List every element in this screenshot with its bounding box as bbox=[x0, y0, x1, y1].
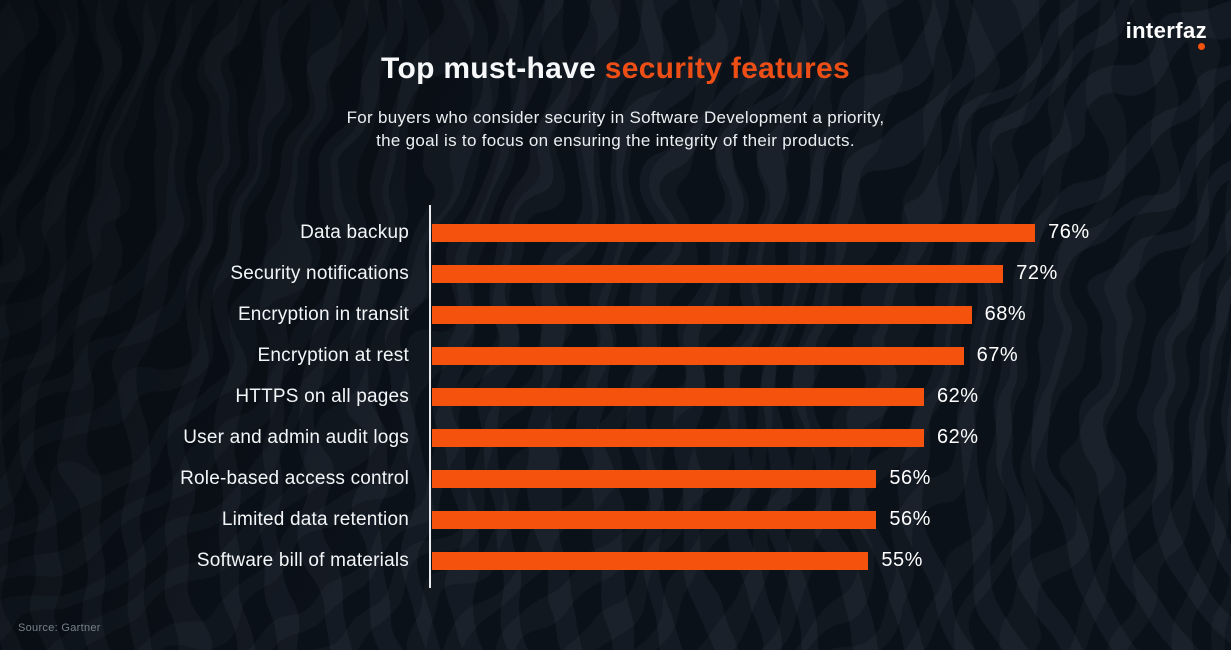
bar bbox=[432, 428, 924, 447]
bar-row: Role-based access control 56% bbox=[0, 458, 1231, 499]
bar bbox=[432, 346, 964, 365]
bar-row: Encryption in transit 68% bbox=[0, 294, 1231, 335]
bar-value: 55% bbox=[881, 549, 923, 571]
bar-value: 56% bbox=[889, 508, 931, 530]
bar-label: Encryption at rest bbox=[257, 344, 409, 366]
bar-track: 62% bbox=[432, 376, 1231, 417]
bar-track: 72% bbox=[432, 253, 1231, 294]
y-axis-line bbox=[429, 205, 431, 588]
bar-value: 56% bbox=[889, 467, 931, 489]
bar-track: 56% bbox=[432, 458, 1231, 499]
bar-rows: Data backup 76% Security notifications 7… bbox=[0, 212, 1231, 581]
subtitle-line-1: For buyers who consider security in Soft… bbox=[346, 108, 885, 127]
bar-row: Limited data retention 56% bbox=[0, 499, 1231, 540]
bar-value: 68% bbox=[984, 303, 1027, 325]
bar-value: 72% bbox=[1016, 262, 1058, 284]
bar-row: Software bill of materials 55% bbox=[0, 540, 1231, 581]
bar-row: HTTPS on all pages 62% bbox=[0, 376, 1231, 417]
bar-row: Security notifications 72% bbox=[0, 253, 1231, 294]
source-note: Source: Gartner bbox=[18, 622, 101, 634]
bar-row: Data backup 76% bbox=[0, 212, 1231, 253]
bar-label: HTTPS on all pages bbox=[235, 385, 409, 407]
bar bbox=[432, 305, 972, 324]
bar-row: User and admin audit logs 62% bbox=[0, 417, 1231, 458]
bar-label: Encryption in transit bbox=[237, 303, 409, 325]
brand-logo-text: interfaz bbox=[1125, 18, 1207, 43]
bar-track: 76% bbox=[432, 212, 1231, 253]
bar bbox=[432, 510, 877, 529]
bar bbox=[432, 264, 1004, 283]
bar-track: 55% bbox=[432, 540, 1231, 581]
bar-track: 62% bbox=[432, 417, 1231, 458]
bar-chart: Data backup 76% Security notifications 7… bbox=[0, 205, 1231, 588]
bar-value: 62% bbox=[937, 385, 979, 407]
page-subtitle: For buyers who consider security in Soft… bbox=[0, 106, 1231, 152]
bar-track: 56% bbox=[432, 499, 1231, 540]
page-title-white: Top must-have bbox=[381, 52, 597, 85]
bar-label: Limited data retention bbox=[221, 508, 409, 530]
bar-label: Software bill of materials bbox=[196, 549, 409, 571]
bar bbox=[432, 551, 869, 570]
brand-logo-dot bbox=[1198, 43, 1205, 50]
brand-logo: interfaz bbox=[1125, 18, 1207, 50]
bar-track: 68% bbox=[432, 294, 1231, 335]
bar-label: Data backup bbox=[300, 221, 409, 243]
bar-value: 62% bbox=[937, 426, 979, 448]
bar-label: Security notifications bbox=[230, 262, 409, 284]
bar bbox=[432, 387, 924, 406]
bar-value: 76% bbox=[1048, 221, 1090, 243]
subtitle-line-2: the goal is to focus on ensuring the int… bbox=[376, 131, 855, 150]
page-title: Top must-have security features bbox=[0, 52, 1231, 86]
bar-label: User and admin audit logs bbox=[183, 426, 409, 448]
page-title-accent: security features bbox=[604, 52, 850, 85]
bar-value: 67% bbox=[976, 344, 1019, 366]
chart-header: Top must-have security features For buye… bbox=[0, 52, 1231, 152]
bar-label: Role-based access control bbox=[180, 467, 409, 489]
bar-row: Encryption at rest 67% bbox=[0, 335, 1231, 376]
bar bbox=[432, 469, 877, 488]
bar bbox=[432, 223, 1036, 242]
bar-track: 67% bbox=[432, 335, 1231, 376]
